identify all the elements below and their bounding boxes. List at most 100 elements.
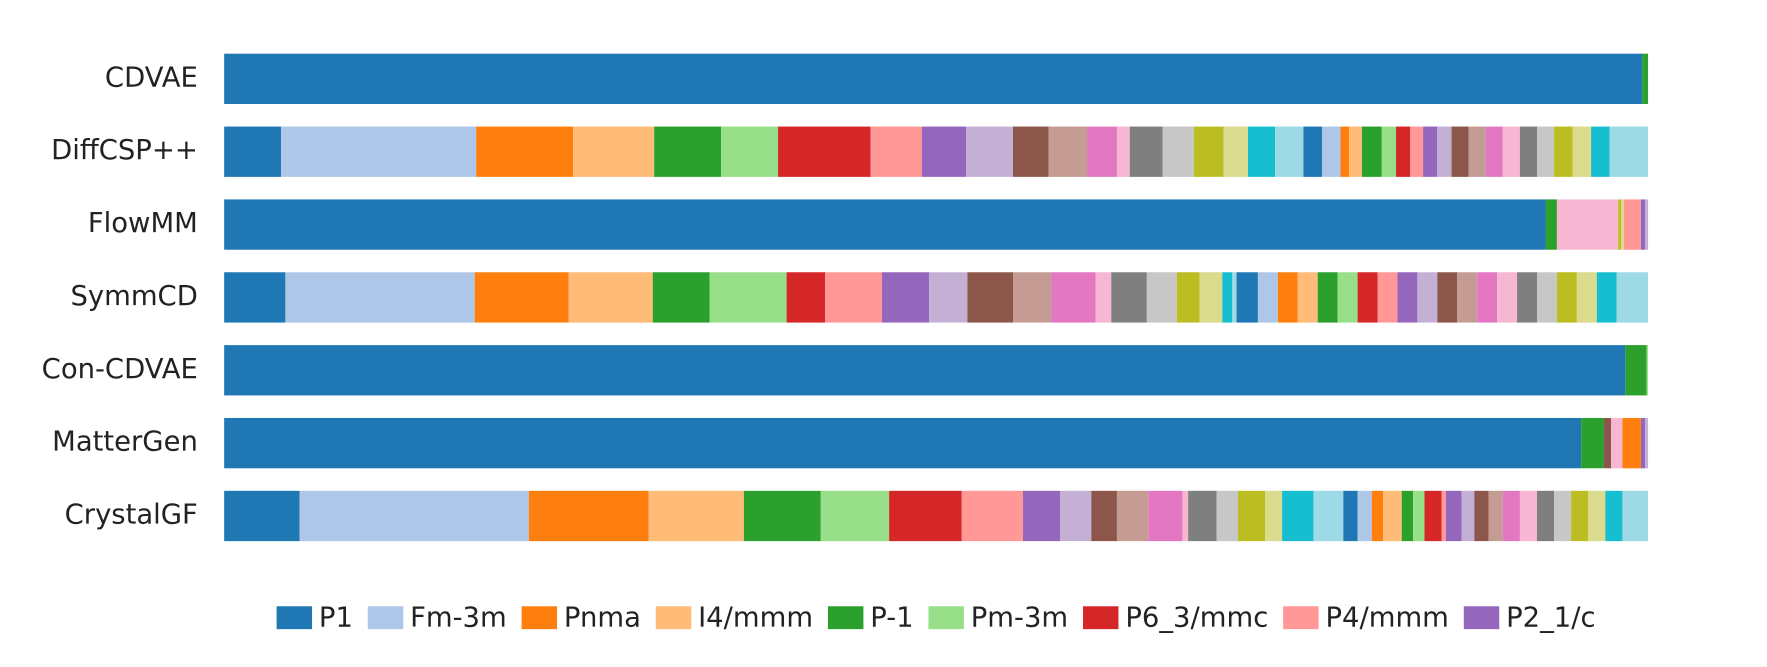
bar-segment: [1383, 490, 1402, 542]
bar-segment: [568, 272, 653, 323]
bar-segment: [1343, 490, 1358, 542]
bar-segment: [1313, 490, 1344, 542]
bar-segment: [1361, 126, 1382, 177]
legend-swatch: [521, 606, 558, 630]
bar-segment: [1519, 126, 1537, 177]
y-tick-label: DiffCSP++: [51, 135, 198, 166]
bar-segment: [224, 53, 1643, 105]
bar-segment: [1116, 126, 1130, 177]
bar-segment: [1397, 272, 1418, 323]
bar-segment: [1111, 272, 1147, 323]
bar-segment: [1618, 199, 1622, 250]
bar-segment: [1603, 417, 1612, 469]
bar-segment: [1502, 490, 1520, 542]
bar-segment: [1357, 490, 1372, 542]
bar-segment: [1623, 199, 1641, 250]
bar-segment: [1625, 345, 1647, 396]
bar-segment: [573, 126, 655, 177]
bar-segment: [1059, 490, 1092, 542]
bar-segment: [1517, 272, 1537, 323]
y-tick-label: FlowMM: [88, 208, 198, 239]
bar-segment: [1317, 272, 1338, 323]
bar-segment: [1437, 272, 1458, 323]
bar-segment: [1410, 126, 1424, 177]
bar-segment: [648, 490, 744, 542]
legend-swatch: [1083, 606, 1119, 630]
bar-segment: [1282, 490, 1314, 542]
bar-segment: [889, 490, 962, 542]
legend-label: Fm-3m: [410, 602, 507, 633]
legend-swatch: [655, 606, 692, 630]
legend-swatch: [367, 606, 404, 630]
bar-segment: [1556, 199, 1619, 250]
bar-segment: [224, 272, 286, 323]
bar-segment: [1349, 126, 1362, 177]
bar-segment: [1576, 272, 1597, 323]
bar-segment: [1087, 126, 1117, 177]
y-tick-label: SymmCD: [70, 281, 197, 312]
bar-segment: [1265, 490, 1283, 542]
bar-segment: [778, 126, 871, 177]
bar-segment: [1340, 126, 1350, 177]
y-tick-label: Con-CDVAE: [42, 354, 198, 385]
bar-segment: [1554, 490, 1572, 542]
legend-swatch: [928, 606, 964, 630]
bar-segment: [1445, 490, 1462, 542]
bar-segment: [1441, 490, 1446, 542]
bar-segment: [1188, 490, 1217, 542]
bar-segment: [1474, 490, 1489, 542]
bar-segment: [1581, 417, 1604, 469]
bar-segment: [1622, 490, 1649, 542]
bar-segment: [1609, 126, 1649, 177]
bar-segment: [528, 490, 649, 542]
bar-segment: [1571, 490, 1589, 542]
legend-label: P-1: [870, 602, 913, 633]
bar-segment: [1437, 126, 1452, 177]
bar-segment: [961, 490, 1023, 542]
legend-label: P2_1/c: [1506, 602, 1596, 633]
bar-segment: [1556, 272, 1577, 323]
bar-segment: [1640, 417, 1646, 469]
bar-segment: [299, 490, 529, 542]
legend-label: P4/mmm: [1325, 602, 1448, 633]
bar-segment: [1257, 272, 1278, 323]
bar-segment: [1237, 490, 1266, 542]
bar-segment: [652, 272, 710, 323]
bar-segment: [1193, 126, 1224, 177]
bar-segment: [786, 272, 826, 323]
bar-segment: [1129, 126, 1163, 177]
bar-segment: [825, 272, 883, 323]
bar-segment: [281, 126, 477, 177]
bar-segment: [1337, 272, 1358, 323]
bar-segment: [1596, 272, 1617, 323]
bar-segment: [1497, 272, 1518, 323]
bar-segment: [1321, 126, 1341, 177]
bar-segment: [1371, 490, 1384, 542]
bar-segment: [1182, 490, 1189, 542]
bar-segment: [1022, 490, 1060, 542]
y-tick-label: CDVAE: [105, 62, 198, 93]
bar-segment: [1545, 199, 1557, 250]
bar-segment: [967, 272, 1013, 323]
legend-label: Pnma: [564, 602, 641, 633]
bar-segment: [1461, 490, 1475, 542]
bar-segment: [966, 126, 1013, 177]
bar-segment: [1621, 199, 1624, 250]
bar-segment: [1645, 417, 1649, 469]
bar-segment: [1274, 126, 1304, 177]
bar-segment: [1536, 490, 1555, 542]
bar-segment: [1091, 490, 1117, 542]
bar-segment: [1616, 272, 1649, 323]
bar-segment: [1423, 126, 1438, 177]
legend-swatch: [1283, 606, 1319, 630]
bar-segment: [1611, 417, 1623, 469]
bar-segment: [1277, 272, 1298, 323]
bar-segment: [1236, 272, 1258, 323]
bar-segment: [921, 126, 967, 177]
bar-segment: [1646, 345, 1649, 396]
bar-segment: [1176, 272, 1200, 323]
bar-segment: [709, 272, 787, 323]
bar-segment: [1297, 272, 1318, 323]
bar-segment: [1468, 126, 1486, 177]
